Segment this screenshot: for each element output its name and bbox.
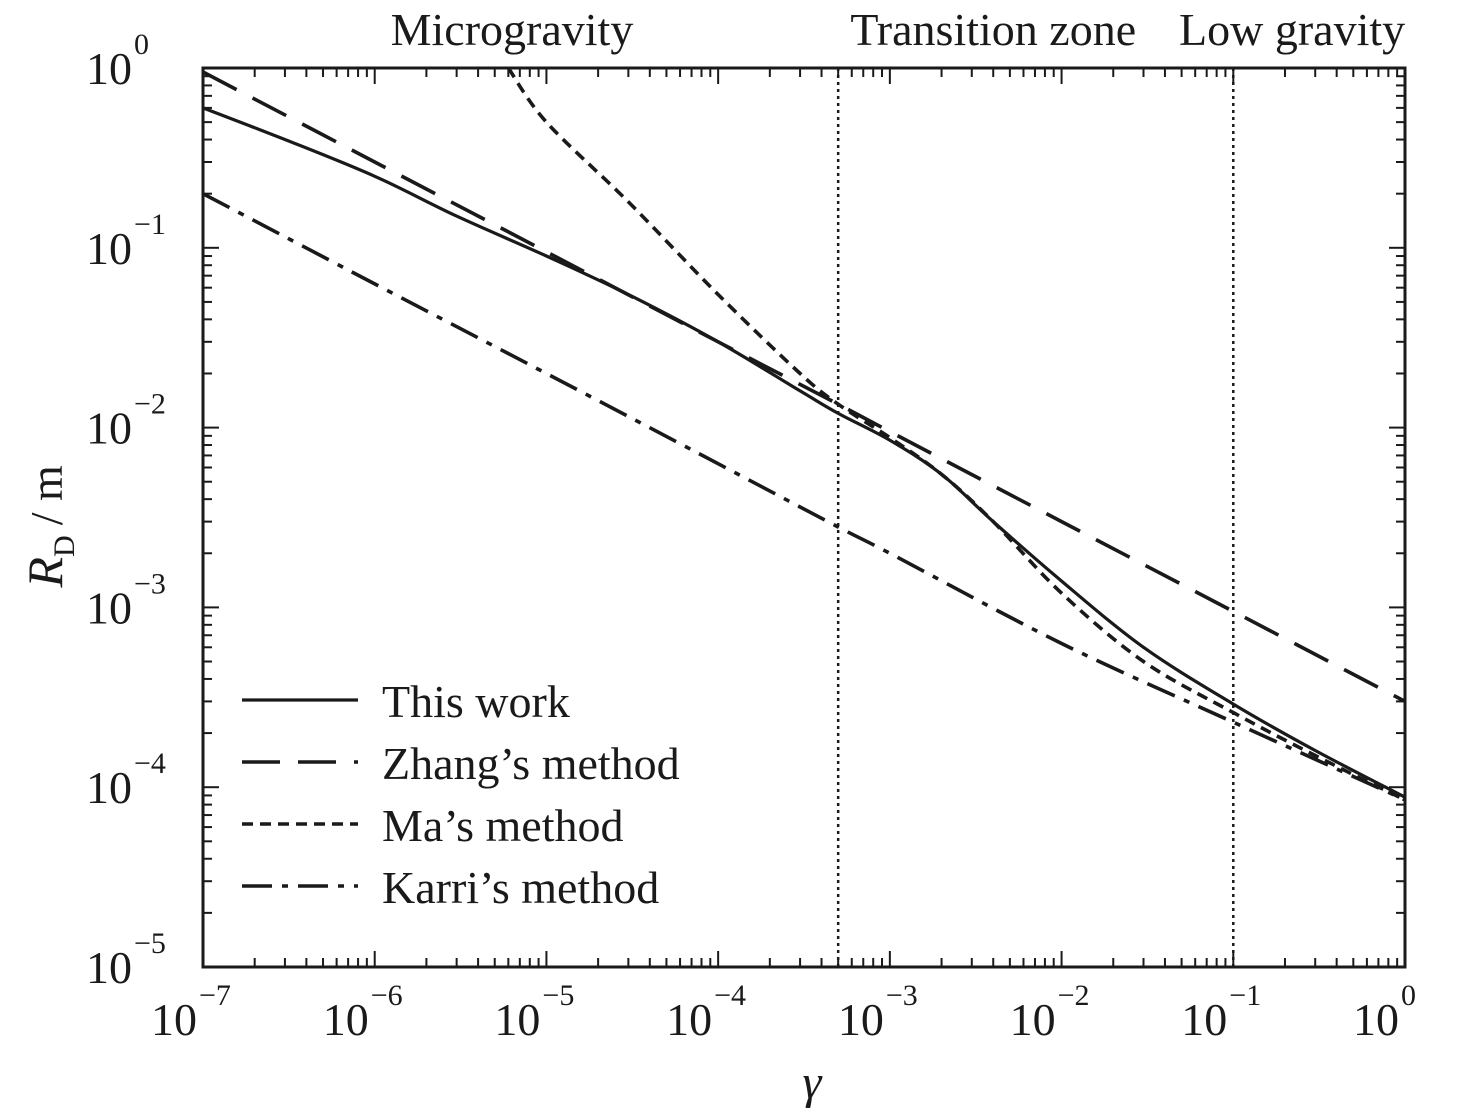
y-tick-exponent: 0: [134, 28, 149, 61]
x-tick-base: 10: [838, 994, 884, 1045]
y-tick-base: 10: [86, 223, 132, 274]
tick-labels: 10 −7 10 −6 10 −5 10 −4 10 −3 10 −2 10 −1 10 010 −510 −41…: [86, 28, 1416, 1045]
x-tick-exponent: −5: [542, 979, 574, 1012]
legend-label: Ma’s method: [382, 800, 623, 851]
y-axis-subscript: D: [48, 535, 81, 557]
region-layer: Microgravity Transition zone Low gravity: [391, 4, 1405, 967]
series-line-3: [506, 68, 1405, 802]
y-axis-symbol: R: [17, 557, 73, 589]
legend: This work Zhang’s method Ma’s method Karri’…: [242, 676, 680, 913]
series-line-1: [203, 106, 1405, 799]
x-tick-label: 10 −6: [323, 979, 403, 1045]
legend-entry: This work: [242, 676, 570, 727]
ticks-layer: [202, 68, 1405, 968]
x-tick-exponent: −4: [714, 979, 746, 1012]
x-tick-label: 10 −4: [666, 979, 746, 1045]
x-tick-base: 10: [323, 994, 369, 1045]
x-tick-exponent: −2: [1058, 979, 1090, 1012]
x-tick-exponent: −7: [199, 979, 231, 1012]
series-line-2: [203, 70, 1405, 703]
x-tick-exponent: −3: [886, 979, 918, 1012]
y-tick-label: 10 −4: [86, 747, 166, 813]
y-tick-base: 10: [86, 582, 132, 633]
y-tick-base: 10: [86, 403, 132, 454]
legend-entry: Ma’s method: [242, 800, 623, 851]
x-tick-base: 10: [494, 994, 540, 1045]
legend-entry: Karri’s method: [242, 862, 659, 913]
y-tick-exponent: −2: [134, 388, 166, 421]
y-tick-exponent: −1: [134, 208, 166, 241]
x-tick-label: 10 −7: [151, 979, 231, 1045]
y-tick-exponent: −5: [134, 927, 166, 960]
y-tick-base: 10: [86, 762, 132, 813]
x-tick-exponent: 0: [1401, 979, 1416, 1012]
y-tick-exponent: −4: [134, 747, 166, 780]
legend-label: This work: [382, 676, 570, 727]
x-tick-label: 10 −3: [838, 979, 918, 1045]
region-label: Transition zone: [850, 4, 1136, 55]
series-layer: [203, 68, 1405, 802]
y-axis-unit: / m: [21, 465, 72, 525]
x-tick-label: 10 −1: [1181, 979, 1261, 1045]
x-tick-base: 10: [1181, 994, 1227, 1045]
x-tick-label: 10 −2: [1010, 979, 1090, 1045]
x-tick-base: 10: [1353, 994, 1399, 1045]
y-tick-base: 10: [86, 43, 132, 94]
legend-label: Karri’s method: [382, 862, 659, 913]
y-axis-label: RD / m: [17, 465, 81, 588]
y-tick-label: 10 −3: [86, 567, 166, 633]
y-tick-base: 10: [86, 942, 132, 993]
x-tick-base: 10: [151, 994, 197, 1045]
y-tick-exponent: −3: [134, 567, 166, 600]
x-tick-exponent: −1: [1229, 979, 1261, 1012]
series-line-4: [203, 192, 1405, 802]
y-tick-label: 10 0: [86, 28, 149, 94]
x-tick-base: 10: [1010, 994, 1056, 1045]
x-tick-exponent: −6: [371, 979, 403, 1012]
region-label: Low gravity: [1179, 4, 1405, 55]
x-tick-label: 10 0: [1353, 979, 1416, 1045]
plot-frame: [201, 66, 1407, 969]
x-tick-base: 10: [666, 994, 712, 1045]
y-axis-label-text: RD / m: [17, 465, 81, 588]
x-tick-label: 10 −5: [494, 979, 574, 1045]
legend-entry: Zhang’s method: [242, 738, 680, 789]
x-axis-label: γ: [803, 1056, 823, 1109]
legend-label: Zhang’s method: [382, 738, 680, 789]
region-label: Microgravity: [391, 4, 634, 55]
y-tick-label: 10 −2: [86, 388, 166, 454]
y-tick-label: 10 −5: [86, 927, 166, 993]
y-tick-label: 10 −1: [86, 208, 166, 274]
